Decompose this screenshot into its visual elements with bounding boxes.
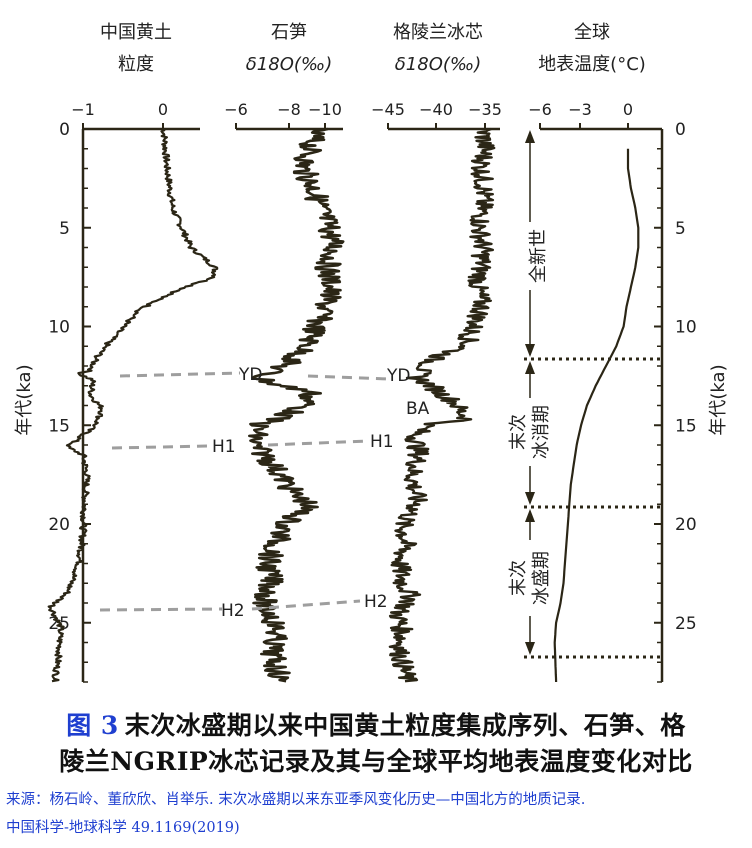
left-age-tick-label: 5 (59, 219, 70, 239)
global-x-tick-label: −3 (568, 100, 592, 119)
greenland-title-1: 格陵兰冰芯 (393, 22, 483, 43)
figure: 中国黄土 粒度 石笋 δ18O(‰) 格陵兰冰芯 δ18O(‰) 全球 地表温度… (14, 22, 729, 683)
age-axis-title-left: 年代(ka) (14, 364, 35, 435)
h1-correlation-line-1 (111, 444, 211, 450)
right-age-tick-label: 25 (675, 614, 697, 634)
global-x-tick-label: 0 (623, 100, 633, 119)
loess-x-tick-label: 0 (158, 100, 168, 119)
figure-caption-line-1: 图 3 末次冰盛期以来中国黄土粒度集成序列、石笋、格 (0, 706, 752, 742)
global-title-2: 地表温度(°C) (538, 54, 646, 75)
stalagmite-x-tick-label: −10 (308, 100, 342, 119)
right-age-tick-label: 5 (675, 219, 686, 239)
h2-label-stalagmite: H2 (221, 601, 245, 621)
lgm-arrowhead-up (525, 509, 535, 522)
greenland-series-line (388, 127, 496, 683)
deglaciation-arrowhead-down (525, 492, 535, 505)
lgm-label-2: 冰盛期 (531, 551, 552, 605)
stalagmite-title-1: 石笋 (271, 22, 307, 43)
global-x-tick-label: −6 (528, 100, 552, 119)
holocene-arrowhead-down (525, 344, 535, 357)
figure-caption-line-2: 陵兰NGRIP冰芯记录及其与全球平均地表温度变化对比 (59, 747, 693, 776)
age-axis-title-right: 年代(ka) (708, 364, 729, 435)
yd-correlation-line-2 (307, 374, 389, 381)
greenland-x-tick-label: −45 (371, 100, 405, 119)
yd-label-stalagmite: YD (238, 365, 262, 385)
lgm-label-1: 末次 (508, 560, 529, 596)
caption-title-1: 末次冰盛期以来中国黄土粒度集成序列、石笋、格 (124, 711, 686, 740)
h1-label-stalagmite: H1 (212, 437, 236, 457)
right-age-tick-label: 15 (675, 416, 697, 436)
left-age-tick-label: 20 (48, 515, 70, 535)
greenland-x-tick-label: −40 (419, 100, 453, 119)
right-age-tick-label: 0 (675, 120, 686, 140)
holocene-label: 全新世 (528, 229, 549, 283)
global-title-1: 全球 (574, 22, 610, 43)
h2-correlation-line-1 (99, 607, 223, 612)
h2-correlation-line-2 (251, 599, 361, 611)
loess-title-2: 粒度 (118, 54, 154, 75)
source-line-2: 中国科学-地球科学 49.1169(2019) (6, 820, 240, 836)
greenland-x-tick-label: −35 (468, 100, 502, 119)
deglaciation-arrowhead-up (525, 361, 535, 374)
loess-series-line (47, 128, 219, 683)
deglaciation-label-2: 冰消期 (531, 405, 552, 459)
yd-label-greenland: YD (386, 366, 410, 386)
left-age-tick-label: 15 (48, 416, 70, 436)
loess-title-1: 中国黄土 (100, 22, 172, 43)
figure-number: 图 3 (66, 711, 119, 740)
yd-correlation-line-1 (119, 371, 241, 378)
source-line-1: 来源：杨石岭、董欣欣、肖举乐. 末次冰盛期以来东亚季风变化历史—中国北方的地质记… (6, 792, 586, 808)
stalagmite-series-line (248, 127, 345, 683)
global-series-line (553, 148, 640, 683)
stalagmite-x-tick-label: −8 (277, 100, 301, 119)
right-age-tick-label: 20 (675, 515, 697, 535)
h1-label-greenland: H1 (370, 432, 394, 452)
ba-label-greenland: BA (406, 399, 430, 419)
holocene-arrowhead-up (525, 130, 535, 143)
deglaciation-label-1: 末次 (508, 414, 529, 450)
h1-correlation-line-2 (267, 439, 369, 447)
h2-label-greenland: H2 (364, 592, 388, 612)
stalagmite-title-2: δ18O(‰) (246, 54, 332, 75)
greenland-title-2: δ18O(‰) (395, 54, 481, 75)
lgm-arrowhead-down (525, 642, 535, 655)
stalagmite-x-tick-label: −6 (224, 100, 248, 119)
right-age-tick-label: 10 (675, 318, 697, 338)
left-age-tick-label: 0 (59, 120, 70, 140)
series-layer (47, 127, 640, 683)
left-age-tick-label: 10 (48, 318, 70, 338)
loess-x-tick-label: −1 (71, 100, 95, 119)
